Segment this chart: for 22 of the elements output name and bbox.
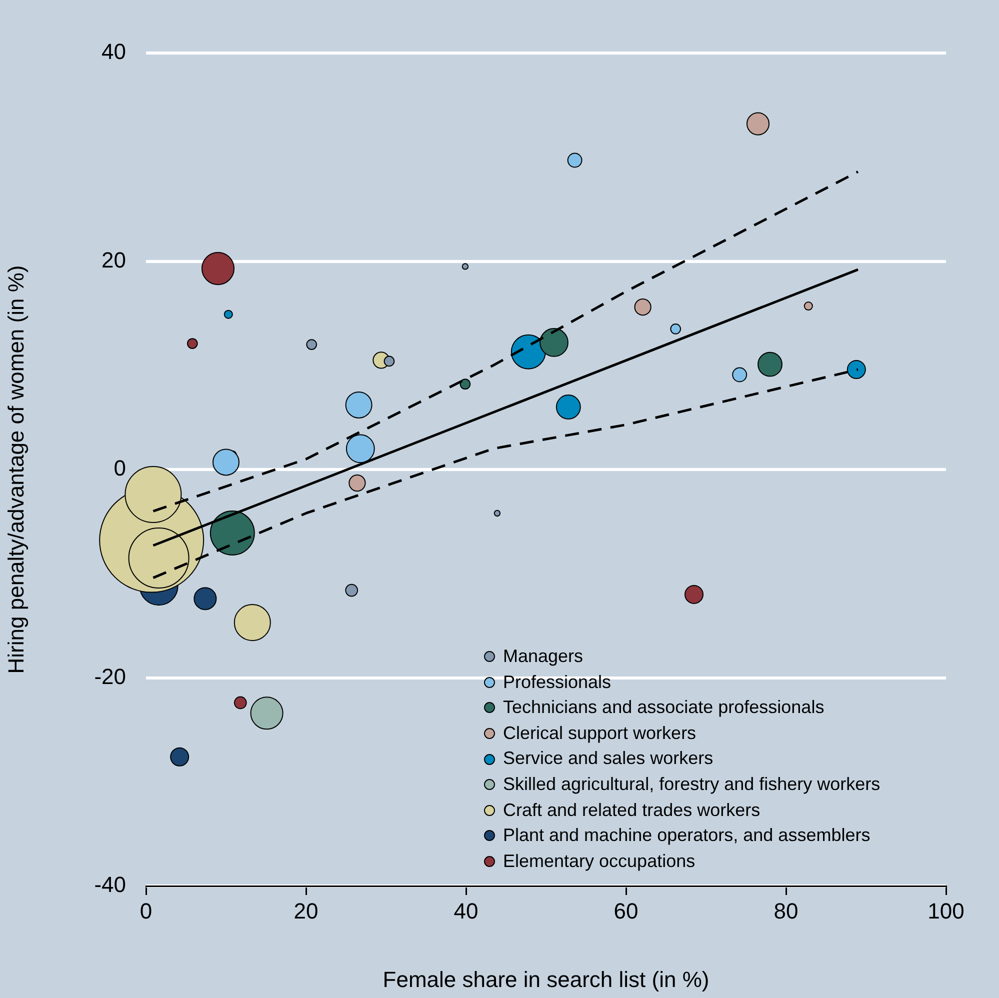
y-tick-label: -40 [94, 872, 126, 898]
x-tick-label: 60 [614, 898, 638, 924]
legend-label: Service and sales workers [503, 747, 714, 770]
legend-label: Professionals [503, 670, 612, 694]
x-tick-label: 20 [294, 898, 318, 924]
y-tick-label: 40 [102, 39, 126, 64]
legend-label: Skilled agricultural, forestry and fishery workers [503, 772, 880, 796]
y-axis-title: Hiring penalty/advantage of women (in %) [3, 265, 28, 674]
x-tick-label: 40 [454, 898, 478, 924]
legend-label: Managers [503, 645, 584, 668]
legend-label: Elementary occupations [503, 850, 696, 873]
y-tick-label: 0 [114, 456, 126, 481]
x-tick-label: 0 [140, 898, 152, 924]
y-tick-label: 20 [102, 247, 126, 272]
legend-label: Clerical support workers [503, 722, 696, 745]
legend-label: Plant and machine operators, and assemblers [503, 824, 870, 848]
x-axis-title: Female share in search list (in %) [382, 966, 710, 992]
x-tick-label: 80 [774, 898, 798, 924]
x-tick-label: 100 [928, 898, 964, 924]
legend-label: Technicians and associate professionals [503, 696, 824, 720]
y-tick-label: -20 [94, 664, 126, 689]
legend-label: Craft and related trades workers [503, 798, 760, 822]
